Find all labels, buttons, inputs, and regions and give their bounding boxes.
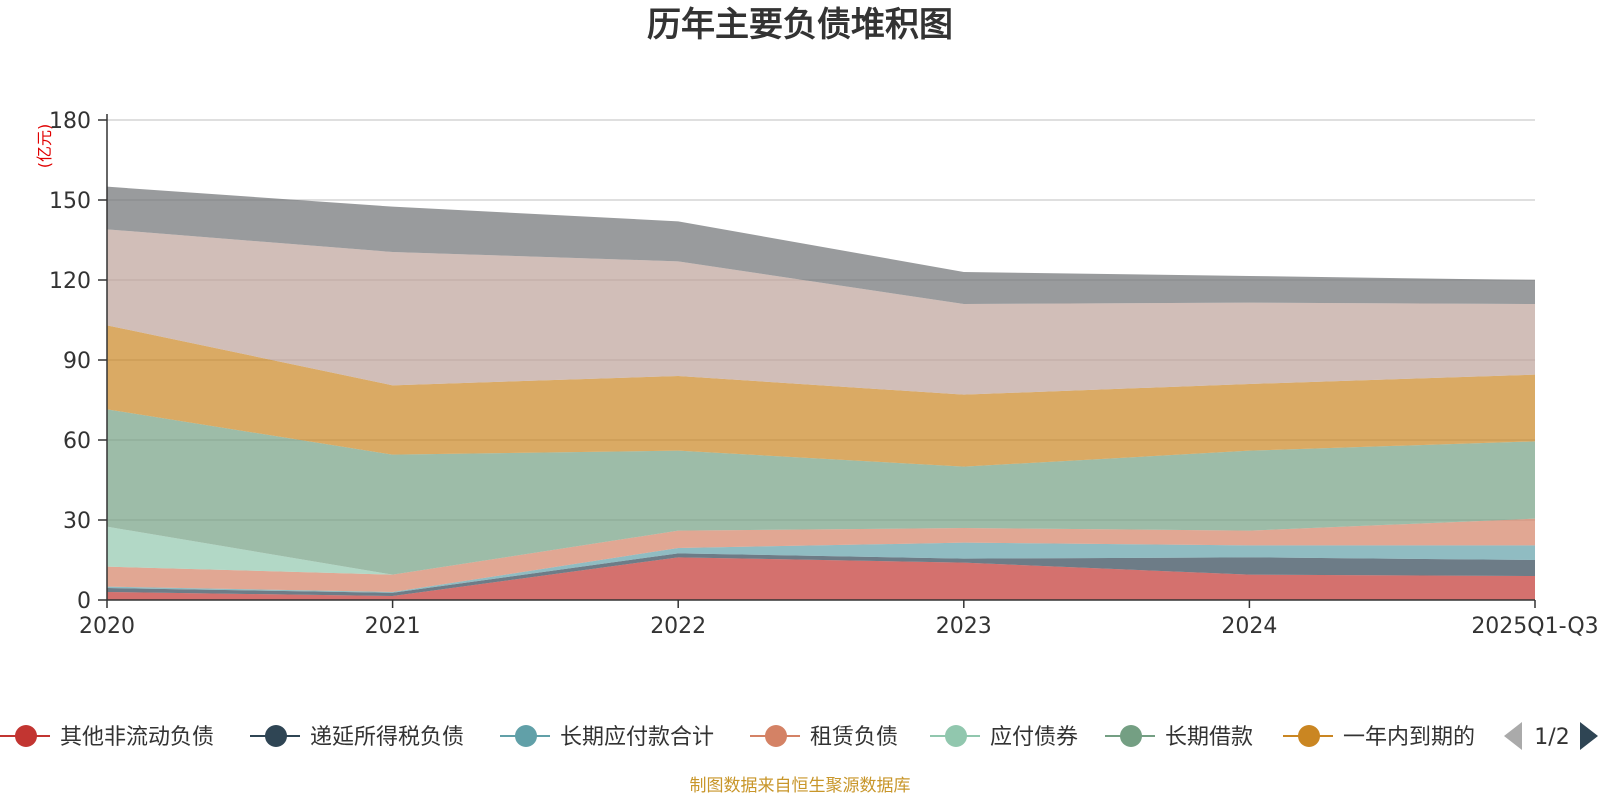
legend-marker bbox=[1120, 725, 1142, 747]
chart-title: 历年主要负债堆积图 bbox=[647, 5, 953, 45]
axes: 2020 2021 2022 2023 2024 2025Q1-Q3 bbox=[79, 114, 1599, 639]
legend-next-page-icon[interactable] bbox=[1580, 722, 1598, 750]
legend-item-1[interactable]: 其他非流动负债 bbox=[0, 725, 214, 750]
legend-item-7[interactable]: 一年内到期的 bbox=[1283, 725, 1475, 750]
legend-marker bbox=[945, 725, 967, 747]
legend-label: 一年内到期的 bbox=[1343, 725, 1475, 750]
legend: 其他非流动负债 递延所得税负债 长期应付款合计 租赁负债 应付债券 长期借款 一年内到期的 1… bbox=[0, 722, 1598, 750]
y-tick-label: 60 bbox=[63, 429, 91, 454]
area-series-6[interactable] bbox=[107, 409, 1535, 575]
x-tick-label: 2020 bbox=[79, 614, 135, 639]
x-tick-label: 2025Q1-Q3 bbox=[1471, 614, 1598, 639]
legend-item-5[interactable]: 应付债券 bbox=[930, 725, 1078, 750]
area-series-7[interactable] bbox=[107, 325, 1535, 467]
area-series-4[interactable] bbox=[107, 518, 1535, 592]
y-tick-label: 180 bbox=[49, 109, 91, 134]
data-source-note: 制图数据来自恒生聚源数据库 bbox=[690, 776, 911, 796]
legend-item-3[interactable]: 长期应付款合计 bbox=[500, 725, 714, 750]
legend-label: 其他非流动负债 bbox=[60, 725, 214, 750]
legend-item-4[interactable]: 租赁负债 bbox=[750, 725, 898, 750]
legend-marker bbox=[515, 725, 537, 747]
legend-label: 长期借款 bbox=[1165, 725, 1253, 750]
y-tick-label: 0 bbox=[77, 589, 91, 614]
legend-page-indicator: 1/2 bbox=[1534, 725, 1569, 750]
x-tick-label: 2021 bbox=[365, 614, 421, 639]
x-tick-label: 2022 bbox=[650, 614, 706, 639]
y-tick-label: 120 bbox=[49, 269, 91, 294]
y-tick-label: 90 bbox=[63, 349, 91, 374]
x-tick-label: 2024 bbox=[1221, 614, 1277, 639]
legend-item-6[interactable]: 长期借款 bbox=[1105, 725, 1253, 750]
legend-marker bbox=[15, 725, 37, 747]
legend-label: 递延所得税负债 bbox=[310, 725, 464, 750]
area-series-1[interactable] bbox=[107, 557, 1535, 600]
y-tick-label: 30 bbox=[63, 509, 91, 534]
legend-marker bbox=[765, 725, 787, 747]
legend-label: 应付债券 bbox=[990, 725, 1078, 750]
y-axis-unit-label: (亿元) bbox=[35, 124, 54, 169]
legend-marker bbox=[1298, 725, 1320, 747]
area-series-2[interactable] bbox=[107, 553, 1535, 596]
legend-label: 租赁负债 bbox=[810, 725, 898, 750]
area-series-5[interactable] bbox=[107, 518, 1535, 575]
x-tick-label: 2023 bbox=[936, 614, 992, 639]
y-tick-label: 150 bbox=[49, 189, 91, 214]
area-series-3[interactable] bbox=[107, 542, 1535, 593]
legend-prev-page-icon[interactable] bbox=[1504, 722, 1522, 750]
legend-marker bbox=[265, 725, 287, 747]
area-series-group bbox=[107, 186, 1535, 600]
legend-label: 长期应付款合计 bbox=[560, 725, 714, 750]
area-series-8[interactable] bbox=[107, 229, 1535, 395]
legend-item-2[interactable]: 递延所得税负债 bbox=[250, 725, 464, 750]
area-series-9[interactable] bbox=[107, 186, 1535, 304]
